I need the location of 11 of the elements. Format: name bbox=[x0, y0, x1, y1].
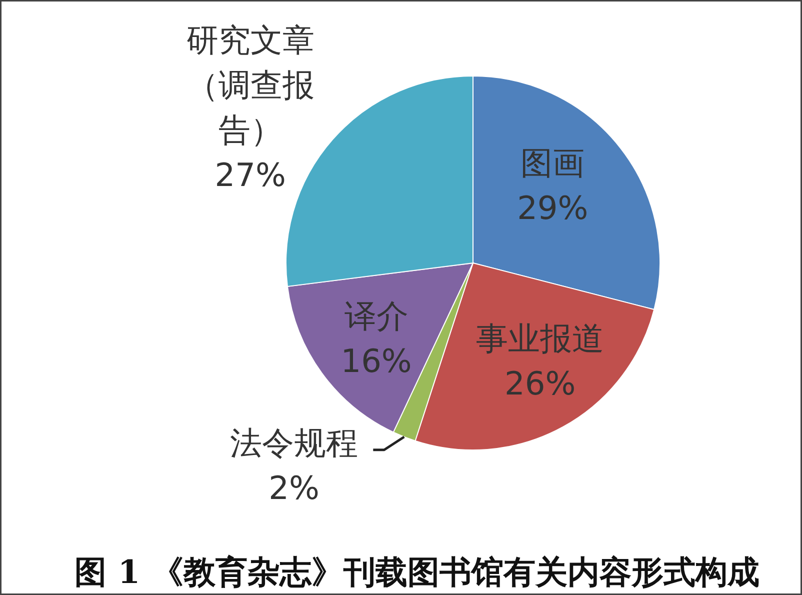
data-label: 26% bbox=[504, 364, 576, 403]
slice-label: 事业报道 bbox=[476, 320, 604, 358]
text: 图 1 《教育杂志》刊载图书馆有关内容形式构成 bbox=[74, 553, 760, 591]
data-label: 27% bbox=[214, 156, 286, 194]
slice-label: 法令规程 bbox=[230, 424, 358, 462]
slice-label: 研究文章（调查报告） bbox=[186, 20, 314, 149]
data-label: 29% bbox=[517, 189, 588, 228]
slice-label: 译介 bbox=[344, 297, 408, 336]
slice-label: 图画 bbox=[520, 144, 585, 182]
data-label: 16% bbox=[340, 342, 412, 380]
data-label: 2% bbox=[268, 469, 320, 508]
